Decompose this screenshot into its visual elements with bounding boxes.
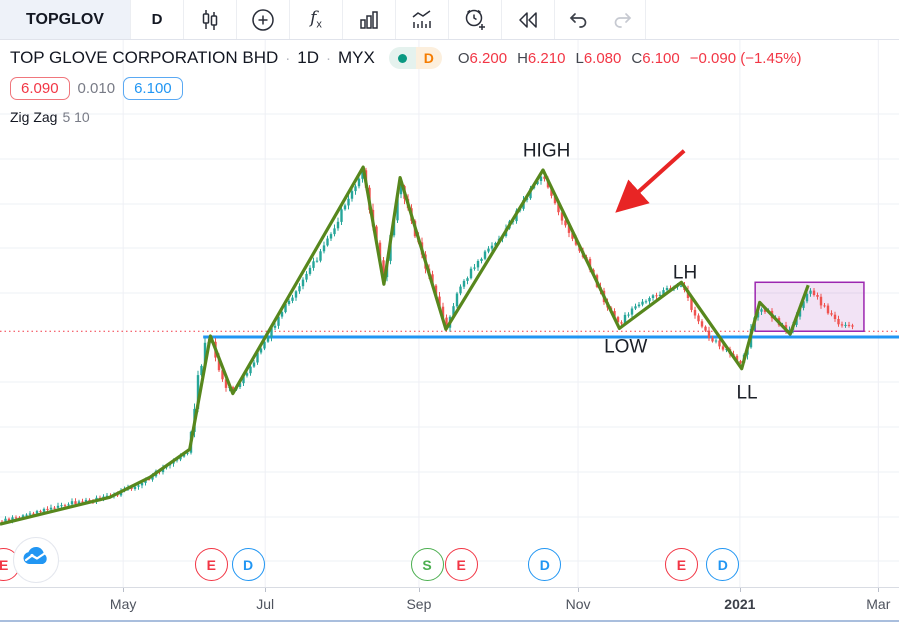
templates-button[interactable] — [343, 0, 395, 39]
toolbar-divider — [645, 0, 646, 39]
legend-exchange[interactable]: MYX — [338, 48, 375, 67]
wave-volume-icon — [409, 7, 435, 33]
zigzag-value-box[interactable]: 6.090 — [10, 77, 70, 100]
time-axis-label: 2021 — [724, 596, 756, 612]
toolbar-divider — [289, 0, 290, 39]
candlestick-icon — [197, 7, 223, 33]
event-marker-d[interactable]: D — [706, 548, 740, 581]
bar-chart-icon — [356, 7, 382, 33]
undo-button[interactable] — [555, 0, 600, 39]
redo-button[interactable] — [600, 0, 645, 39]
highlight-rectangle — [754, 281, 865, 332]
time-axis-label: May — [109, 596, 137, 612]
cloud-chart-logo-icon — [19, 541, 53, 580]
high-value: 6.210 — [527, 49, 566, 67]
time-axis-label: Sep — [406, 596, 432, 612]
symbol-search-button[interactable]: TOPGLOV — [0, 0, 130, 39]
axis-tick — [878, 588, 880, 592]
event-marker-e[interactable]: E — [664, 548, 698, 581]
ohlc-readout: O6.200 H6.210 L6.080 C6.100 −0.090 (−1.4… — [457, 49, 802, 67]
bar-replay-button[interactable] — [502, 0, 554, 39]
volume-profile-button[interactable] — [396, 0, 448, 39]
axis-tick — [739, 588, 741, 592]
alert-clock-icon — [462, 7, 488, 33]
interval-label: D — [151, 11, 163, 28]
price-chart-canvas[interactable]: HIGH LOW LH LL — [0, 40, 899, 587]
toolbar-divider — [130, 0, 131, 39]
annotation-arrow — [615, 149, 686, 213]
indicator-values-row: 6.090 0.010 6.100 — [10, 77, 802, 100]
delta-value: 0.010 — [77, 80, 116, 97]
indicators-button[interactable]: fx — [290, 0, 342, 39]
event-marker-s[interactable]: S — [410, 548, 444, 581]
delayed-data-badge: D — [415, 47, 442, 69]
redo-icon — [611, 8, 635, 32]
zigzag-line — [0, 165, 810, 526]
legend-separator: · — [326, 49, 332, 67]
alert-button[interactable] — [449, 0, 501, 39]
swing-label-low: LOW — [604, 336, 647, 357]
toolbar-divider — [448, 0, 449, 39]
low-value: 6.080 — [583, 49, 622, 67]
indicator-label-row[interactable]: Zig Zag 5 10 — [10, 109, 802, 125]
toolbar-divider — [395, 0, 396, 39]
toolbar-divider — [236, 0, 237, 39]
market-status-pill[interactable]: D — [388, 47, 442, 69]
chart-legend: TOP GLOVE CORPORATION BHD · 1D · MYX D O… — [10, 47, 802, 125]
compare-plus-icon — [250, 7, 276, 33]
open-value: 6.200 — [469, 49, 508, 67]
toolbar-divider — [183, 0, 184, 39]
axis-tick — [578, 588, 580, 592]
change-value: −0.090 (−1.45%) — [689, 49, 802, 67]
axis-tick — [418, 588, 420, 592]
event-marker-d[interactable]: D — [231, 548, 265, 581]
chart-pane[interactable]: HIGH LOW LH LL TOP GLOVE CORPORATION BHD · … — [0, 40, 899, 587]
fx-indicators-icon: fx — [310, 8, 322, 31]
time-axis-label: Nov — [565, 596, 591, 612]
symbol-title[interactable]: TOP GLOVE CORPORATION BHD — [10, 48, 279, 67]
time-axis[interactable]: May Jul Sep Nov 2021 Mar — [0, 587, 899, 620]
interval-button[interactable]: D — [131, 0, 183, 39]
axis-tick — [123, 588, 125, 592]
toolbar-divider — [554, 0, 555, 39]
indicator-name: Zig Zag — [10, 109, 58, 125]
top-toolbar: TOPGLOV D fx — [0, 0, 899, 40]
market-open-dot-icon — [388, 47, 416, 69]
replay-rewind-icon — [515, 7, 541, 33]
event-marker-e[interactable]: E — [194, 548, 228, 581]
legend-interval[interactable]: 1D — [297, 48, 320, 67]
undo-icon — [566, 8, 590, 32]
watermark-logo-button[interactable] — [13, 537, 59, 583]
legend-separator: · — [285, 49, 291, 67]
close-value: 6.100 — [642, 49, 680, 67]
swing-label-high: HIGH — [523, 141, 571, 162]
time-axis-label: Mar — [866, 596, 891, 612]
chart-style-button[interactable] — [184, 0, 236, 39]
toolbar-divider — [342, 0, 343, 39]
compare-button[interactable] — [237, 0, 289, 39]
swing-label-ll: LL — [736, 382, 757, 403]
axis-tick — [265, 588, 267, 592]
time-axis-label: Jul — [256, 596, 275, 612]
event-marker-d[interactable]: D — [528, 548, 562, 581]
swing-label-lh: LH — [673, 262, 697, 283]
toolbar-divider — [501, 0, 502, 39]
indicator-params: 5 10 — [62, 109, 90, 125]
event-marker-e[interactable]: E — [444, 548, 478, 581]
line-value-box[interactable]: 6.100 — [123, 77, 183, 100]
window-bottom-edge — [0, 620, 899, 622]
